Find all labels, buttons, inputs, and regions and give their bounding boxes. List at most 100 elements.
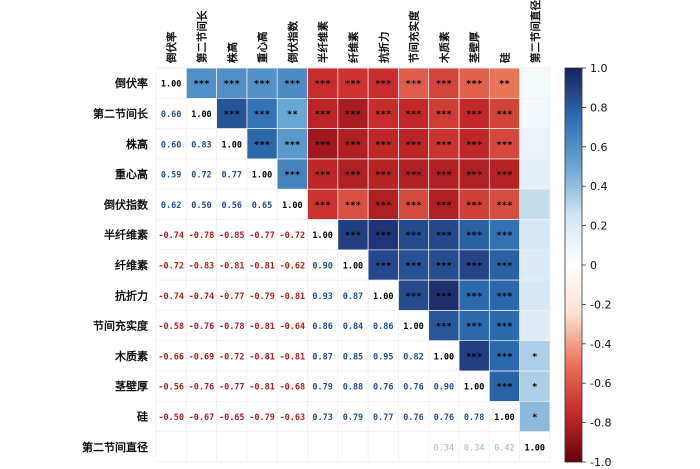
significance-label: *** bbox=[436, 171, 452, 181]
correlation-label: 0.65 bbox=[252, 201, 272, 211]
column-label: 纤维素 bbox=[347, 31, 360, 63]
heatmap-cell bbox=[398, 340, 430, 372]
significance-label: *** bbox=[375, 171, 391, 181]
correlation-label: -0.83 bbox=[189, 261, 215, 271]
correlation-label: -0.81 bbox=[280, 352, 306, 362]
correlation-label: -0.79 bbox=[249, 292, 275, 302]
correlation-label: -0.66 bbox=[158, 352, 184, 362]
row-label: 倒伏指数 bbox=[103, 197, 149, 211]
colorbar-tick-label: -0.8 bbox=[590, 417, 611, 430]
correlation-label: -0.62 bbox=[280, 261, 306, 271]
correlation-label: 0.60 bbox=[161, 110, 181, 120]
correlation-label: 0.86 bbox=[373, 322, 393, 332]
significance-label: *** bbox=[315, 171, 331, 181]
heatmap-cell bbox=[519, 249, 551, 281]
heatmap-cell bbox=[216, 431, 248, 463]
significance-label: *** bbox=[405, 171, 421, 181]
correlation-label: -0.58 bbox=[158, 322, 184, 332]
significance-label: *** bbox=[466, 322, 482, 332]
heatmap-cell bbox=[398, 188, 430, 221]
correlation-label: 0.50 bbox=[191, 201, 211, 211]
column-label: 倒伏率 bbox=[165, 31, 178, 64]
significance-label: *** bbox=[466, 261, 482, 271]
significance-label: *** bbox=[345, 110, 361, 120]
colorbar-tick-label: 0 bbox=[590, 259, 597, 272]
correlation-label: 0.59 bbox=[161, 171, 181, 181]
colorbar-tick-label: -1.0 bbox=[590, 456, 611, 469]
heatmap-cell bbox=[367, 98, 400, 130]
significance-label: ** bbox=[287, 110, 298, 120]
significance-label: *** bbox=[436, 261, 452, 271]
heatmap-cell bbox=[276, 370, 309, 403]
heatmap-cell bbox=[428, 249, 460, 281]
heatmap-cell bbox=[216, 188, 248, 221]
row-label: 纤维素 bbox=[115, 258, 148, 272]
row-label: 茎壁厚 bbox=[115, 379, 148, 393]
correlation-label: 0.87 bbox=[343, 292, 363, 302]
heatmap-cell bbox=[488, 279, 521, 312]
column-label: 重心高 bbox=[256, 31, 269, 63]
significance-label: *** bbox=[496, 231, 512, 241]
row-labels: 倒伏率第二节间长株高重心高倒伏指数半纤维素纤维素抗折力节间充实度木质素茎壁厚硅第… bbox=[82, 76, 149, 454]
correlation-label: -0.74 bbox=[158, 231, 184, 241]
correlation-label: 1.00 bbox=[312, 231, 332, 241]
significance-label: *** bbox=[405, 201, 421, 211]
correlation-label: 0.90 bbox=[312, 261, 332, 271]
correlation-label: 0.76 bbox=[373, 383, 393, 393]
heatmap-cell bbox=[488, 400, 521, 433]
significance-label: *** bbox=[466, 110, 482, 120]
correlation-label: -0.79 bbox=[249, 413, 275, 423]
significance-label: *** bbox=[405, 261, 421, 271]
correlation-label: 0.77 bbox=[373, 413, 393, 423]
significance-label: *** bbox=[466, 201, 482, 211]
row-label: 株高 bbox=[126, 137, 148, 151]
correlation-label: 0.77 bbox=[222, 171, 242, 181]
correlation-label: -0.69 bbox=[189, 352, 215, 362]
heatmap-cell bbox=[246, 370, 278, 403]
heatmap-cell bbox=[337, 279, 369, 312]
heatmap-cell bbox=[337, 340, 369, 372]
heatmap-cell bbox=[246, 400, 278, 433]
correlation-label: -0.65 bbox=[219, 413, 245, 423]
significance-label: *** bbox=[405, 292, 421, 302]
significance-label: *** bbox=[284, 140, 300, 150]
significance-label: *** bbox=[224, 110, 240, 120]
significance-label: *** bbox=[375, 261, 391, 271]
significance-label: *** bbox=[375, 231, 391, 241]
significance-label: *** bbox=[284, 171, 300, 181]
colorbar-tick-label: 0.2 bbox=[590, 220, 608, 233]
correlation-label: -0.76 bbox=[189, 383, 215, 393]
significance-label: *** bbox=[375, 80, 391, 90]
heatmap-cell bbox=[276, 219, 309, 251]
heatmap-cell bbox=[488, 67, 521, 100]
heatmap-cells bbox=[155, 67, 551, 463]
significance-label: *** bbox=[345, 231, 361, 241]
correlation-label: -0.81 bbox=[249, 261, 275, 271]
heatmap-cell bbox=[186, 340, 218, 372]
significance-label: *** bbox=[466, 171, 482, 181]
correlation-label: 0.82 bbox=[403, 352, 423, 362]
correlation-label: 0.76 bbox=[403, 383, 423, 393]
correlation-label: 1.00 bbox=[434, 352, 454, 362]
correlation-label: -0.78 bbox=[189, 231, 215, 241]
correlation-label: -0.74 bbox=[189, 292, 215, 302]
heatmap-cell bbox=[307, 310, 339, 342]
correlation-label: -0.76 bbox=[189, 322, 215, 332]
significance-label: *** bbox=[405, 80, 421, 90]
correlation-label: -0.85 bbox=[219, 231, 245, 241]
significance-label: *** bbox=[496, 140, 512, 150]
colorbar-tick-label: -0.4 bbox=[590, 338, 611, 351]
correlation-label: 1.00 bbox=[464, 383, 484, 393]
heatmap-cell bbox=[519, 370, 551, 403]
correlation-label: 0.93 bbox=[312, 292, 332, 302]
significance-label: *** bbox=[405, 110, 421, 120]
heatmap-cell bbox=[216, 128, 248, 160]
significance-label: *** bbox=[345, 80, 361, 90]
row-label: 重心高 bbox=[115, 167, 148, 181]
column-label: 节间充实度 bbox=[408, 10, 421, 63]
significance-label: *** bbox=[375, 110, 391, 120]
column-label: 木质素 bbox=[438, 31, 451, 64]
colorbar-tick-label: 0.4 bbox=[590, 180, 608, 193]
correlation-label: 0.87 bbox=[312, 352, 332, 362]
heatmap-cell bbox=[458, 158, 491, 190]
